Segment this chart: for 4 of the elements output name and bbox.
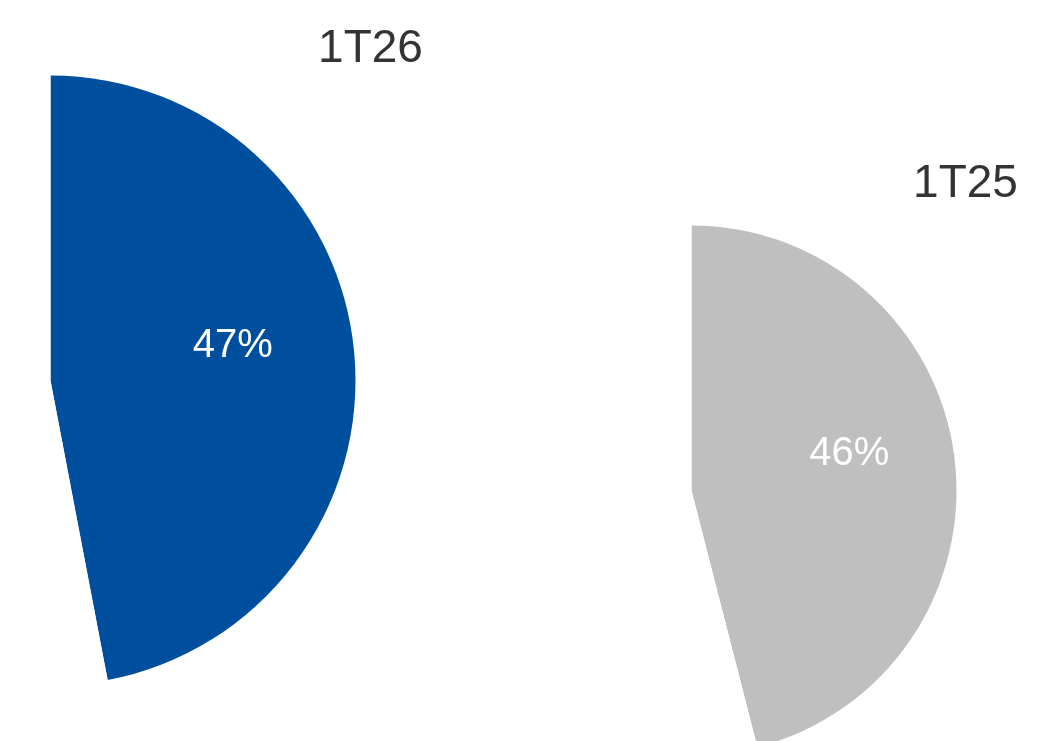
data-label: 47% [192,321,273,366]
chart-title: 1T25 [913,154,1018,207]
chart-title: 1T26 [318,19,423,72]
data-label: 46% [809,428,890,473]
